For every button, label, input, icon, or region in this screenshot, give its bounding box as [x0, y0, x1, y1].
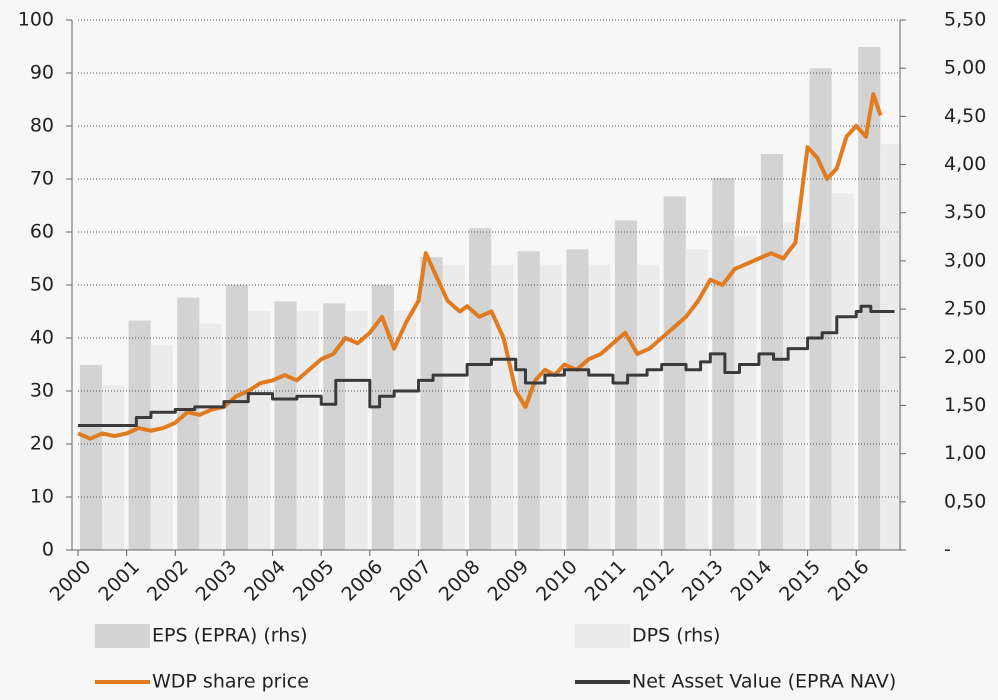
y-tick-label: 40	[30, 327, 54, 349]
bar	[880, 144, 903, 551]
step-line	[78, 304, 895, 427]
y2-tick-label: 5,00	[944, 57, 986, 79]
bar	[760, 153, 784, 551]
bar	[539, 264, 562, 550]
bar	[831, 193, 854, 551]
bar	[150, 344, 173, 550]
y-tick-label: 0	[42, 539, 54, 561]
bar	[420, 257, 443, 550]
bar	[858, 46, 881, 551]
y2-tick-label: 2,50	[944, 298, 986, 320]
bar	[102, 385, 125, 550]
bar	[199, 323, 222, 550]
y2-tick-label: 0,50	[944, 490, 986, 512]
bar	[177, 297, 200, 550]
bar	[79, 364, 103, 550]
y-tick-label: 50	[30, 274, 54, 296]
y2-tick-label: 4,50	[944, 105, 986, 127]
y2-tick-label: 3,00	[944, 249, 986, 271]
bar	[247, 311, 271, 550]
y-tick-label: 30	[30, 380, 54, 402]
y2-tick-label: 1,50	[944, 394, 986, 416]
bar	[491, 264, 514, 550]
bar	[809, 68, 832, 550]
y-tick-label: 70	[30, 168, 54, 190]
bar	[734, 235, 757, 550]
legend-label: Net Asset Value (EPRA NAV)	[632, 671, 896, 693]
bar	[345, 311, 368, 550]
bar	[637, 264, 660, 550]
y2-tick-label: 5,50	[944, 9, 986, 31]
bar	[712, 178, 735, 550]
y-tick-label: 100	[18, 9, 54, 31]
y-tick-label: 80	[30, 115, 54, 137]
y2-tick-label: 4,00	[944, 153, 986, 175]
bar	[442, 264, 465, 550]
y2-tick-label: -	[944, 539, 951, 561]
bar	[566, 249, 589, 550]
legend-label: EPS (EPRA) (rhs)	[152, 625, 308, 647]
bar	[225, 285, 248, 550]
bar	[614, 220, 638, 550]
legend-label: WDP share price	[152, 671, 309, 693]
bar	[393, 311, 417, 550]
bar	[685, 249, 708, 550]
bar	[783, 222, 806, 550]
bar	[296, 311, 319, 550]
bar	[128, 320, 151, 550]
y-tick-label: 20	[30, 433, 54, 455]
y-tick-label: 90	[30, 62, 54, 84]
legend-swatch	[575, 624, 630, 648]
bar	[588, 264, 611, 550]
y2-tick-label: 3,50	[944, 201, 986, 223]
y2-tick-label: 1,00	[944, 442, 986, 464]
legend-swatch	[95, 624, 150, 648]
bar	[469, 228, 492, 551]
y-tick-label: 60	[30, 221, 54, 243]
legend-label: DPS (rhs)	[632, 625, 720, 647]
y2-tick-label: 2,00	[944, 346, 986, 368]
bar	[274, 301, 297, 550]
bar	[371, 285, 394, 550]
y-tick-label: 10	[30, 486, 54, 508]
bar	[323, 303, 346, 550]
